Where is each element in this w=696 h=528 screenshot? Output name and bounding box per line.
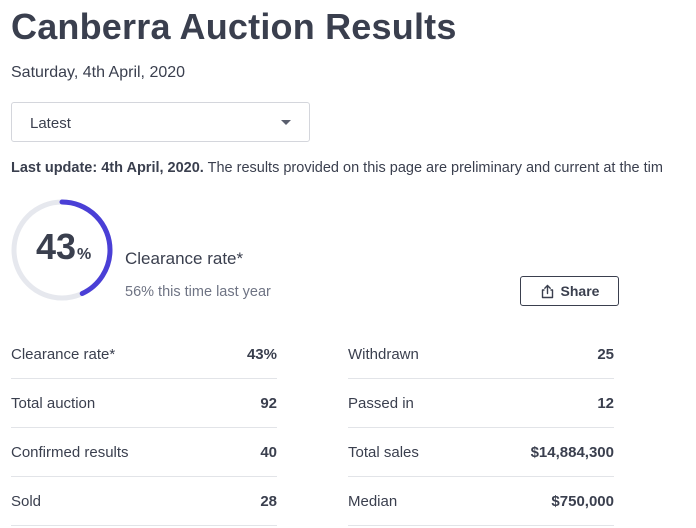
page-title: Canberra Auction Results xyxy=(11,6,457,47)
last-update-text: The results provided on this page are pr… xyxy=(203,160,663,176)
stat-value: 28 xyxy=(260,493,277,510)
stats-table-right: Withdrawn 25 Passed in 12 Total sales $1… xyxy=(348,330,614,526)
gauge-progress-arc xyxy=(11,199,113,301)
date-select-dropdown[interactable]: Latest xyxy=(11,102,310,142)
clearance-rate-label: Clearance rate* xyxy=(125,249,244,268)
stat-value: $750,000 xyxy=(551,493,614,510)
last-update-date: Last update: 4th April, 2020. xyxy=(11,160,204,176)
stat-row-sold: Sold 28 xyxy=(11,477,277,526)
gauge-percent-sign: % xyxy=(77,246,92,263)
share-icon xyxy=(540,284,555,299)
stat-label: Total sales xyxy=(348,444,419,461)
caret-down-icon xyxy=(281,120,291,125)
results-date: Saturday, 4th April, 2020 xyxy=(11,64,186,81)
stat-label: Withdrawn xyxy=(348,346,419,363)
stat-label: Sold xyxy=(11,493,42,510)
stat-row-passed-in: Passed in 12 xyxy=(348,379,614,428)
stat-row-total-auction: Total auction 92 xyxy=(11,379,277,428)
stat-row-median: Median $750,000 xyxy=(348,477,614,526)
clearance-rate-gauge: 43% xyxy=(10,198,114,302)
stat-label: Median xyxy=(348,493,398,510)
stat-row-withdrawn: Withdrawn 25 xyxy=(348,330,614,379)
last-year-comparison: 56% this time last year xyxy=(125,284,271,300)
stat-value: 40 xyxy=(260,444,277,461)
stat-value: 12 xyxy=(597,395,614,412)
stat-row-total-sales: Total sales $14,884,300 xyxy=(348,428,614,477)
share-button[interactable]: Share xyxy=(520,276,619,306)
stat-value: $14,884,300 xyxy=(530,444,614,461)
last-update-notice: Last update: 4th April, 2020. The result… xyxy=(11,160,663,176)
share-button-label: Share xyxy=(560,283,600,299)
stat-label: Total auction xyxy=(11,395,96,412)
stat-row-clearance-rate: Clearance rate* 43% xyxy=(11,330,277,379)
stat-value: 25 xyxy=(597,346,614,363)
stats-table-left: Clearance rate* 43% Total auction 92 Con… xyxy=(11,330,277,526)
gauge-number: 43 xyxy=(36,226,77,267)
stat-value: 43% xyxy=(246,346,277,363)
gauge-value: 43% xyxy=(36,226,91,268)
stat-value: 92 xyxy=(260,395,277,412)
date-select-value: Latest xyxy=(30,115,71,132)
stat-label: Passed in xyxy=(348,395,414,412)
stat-row-confirmed-results: Confirmed results 40 xyxy=(11,428,277,477)
stat-label: Clearance rate* xyxy=(11,346,116,363)
stat-label: Confirmed results xyxy=(11,444,129,461)
gauge-ring xyxy=(11,199,113,301)
